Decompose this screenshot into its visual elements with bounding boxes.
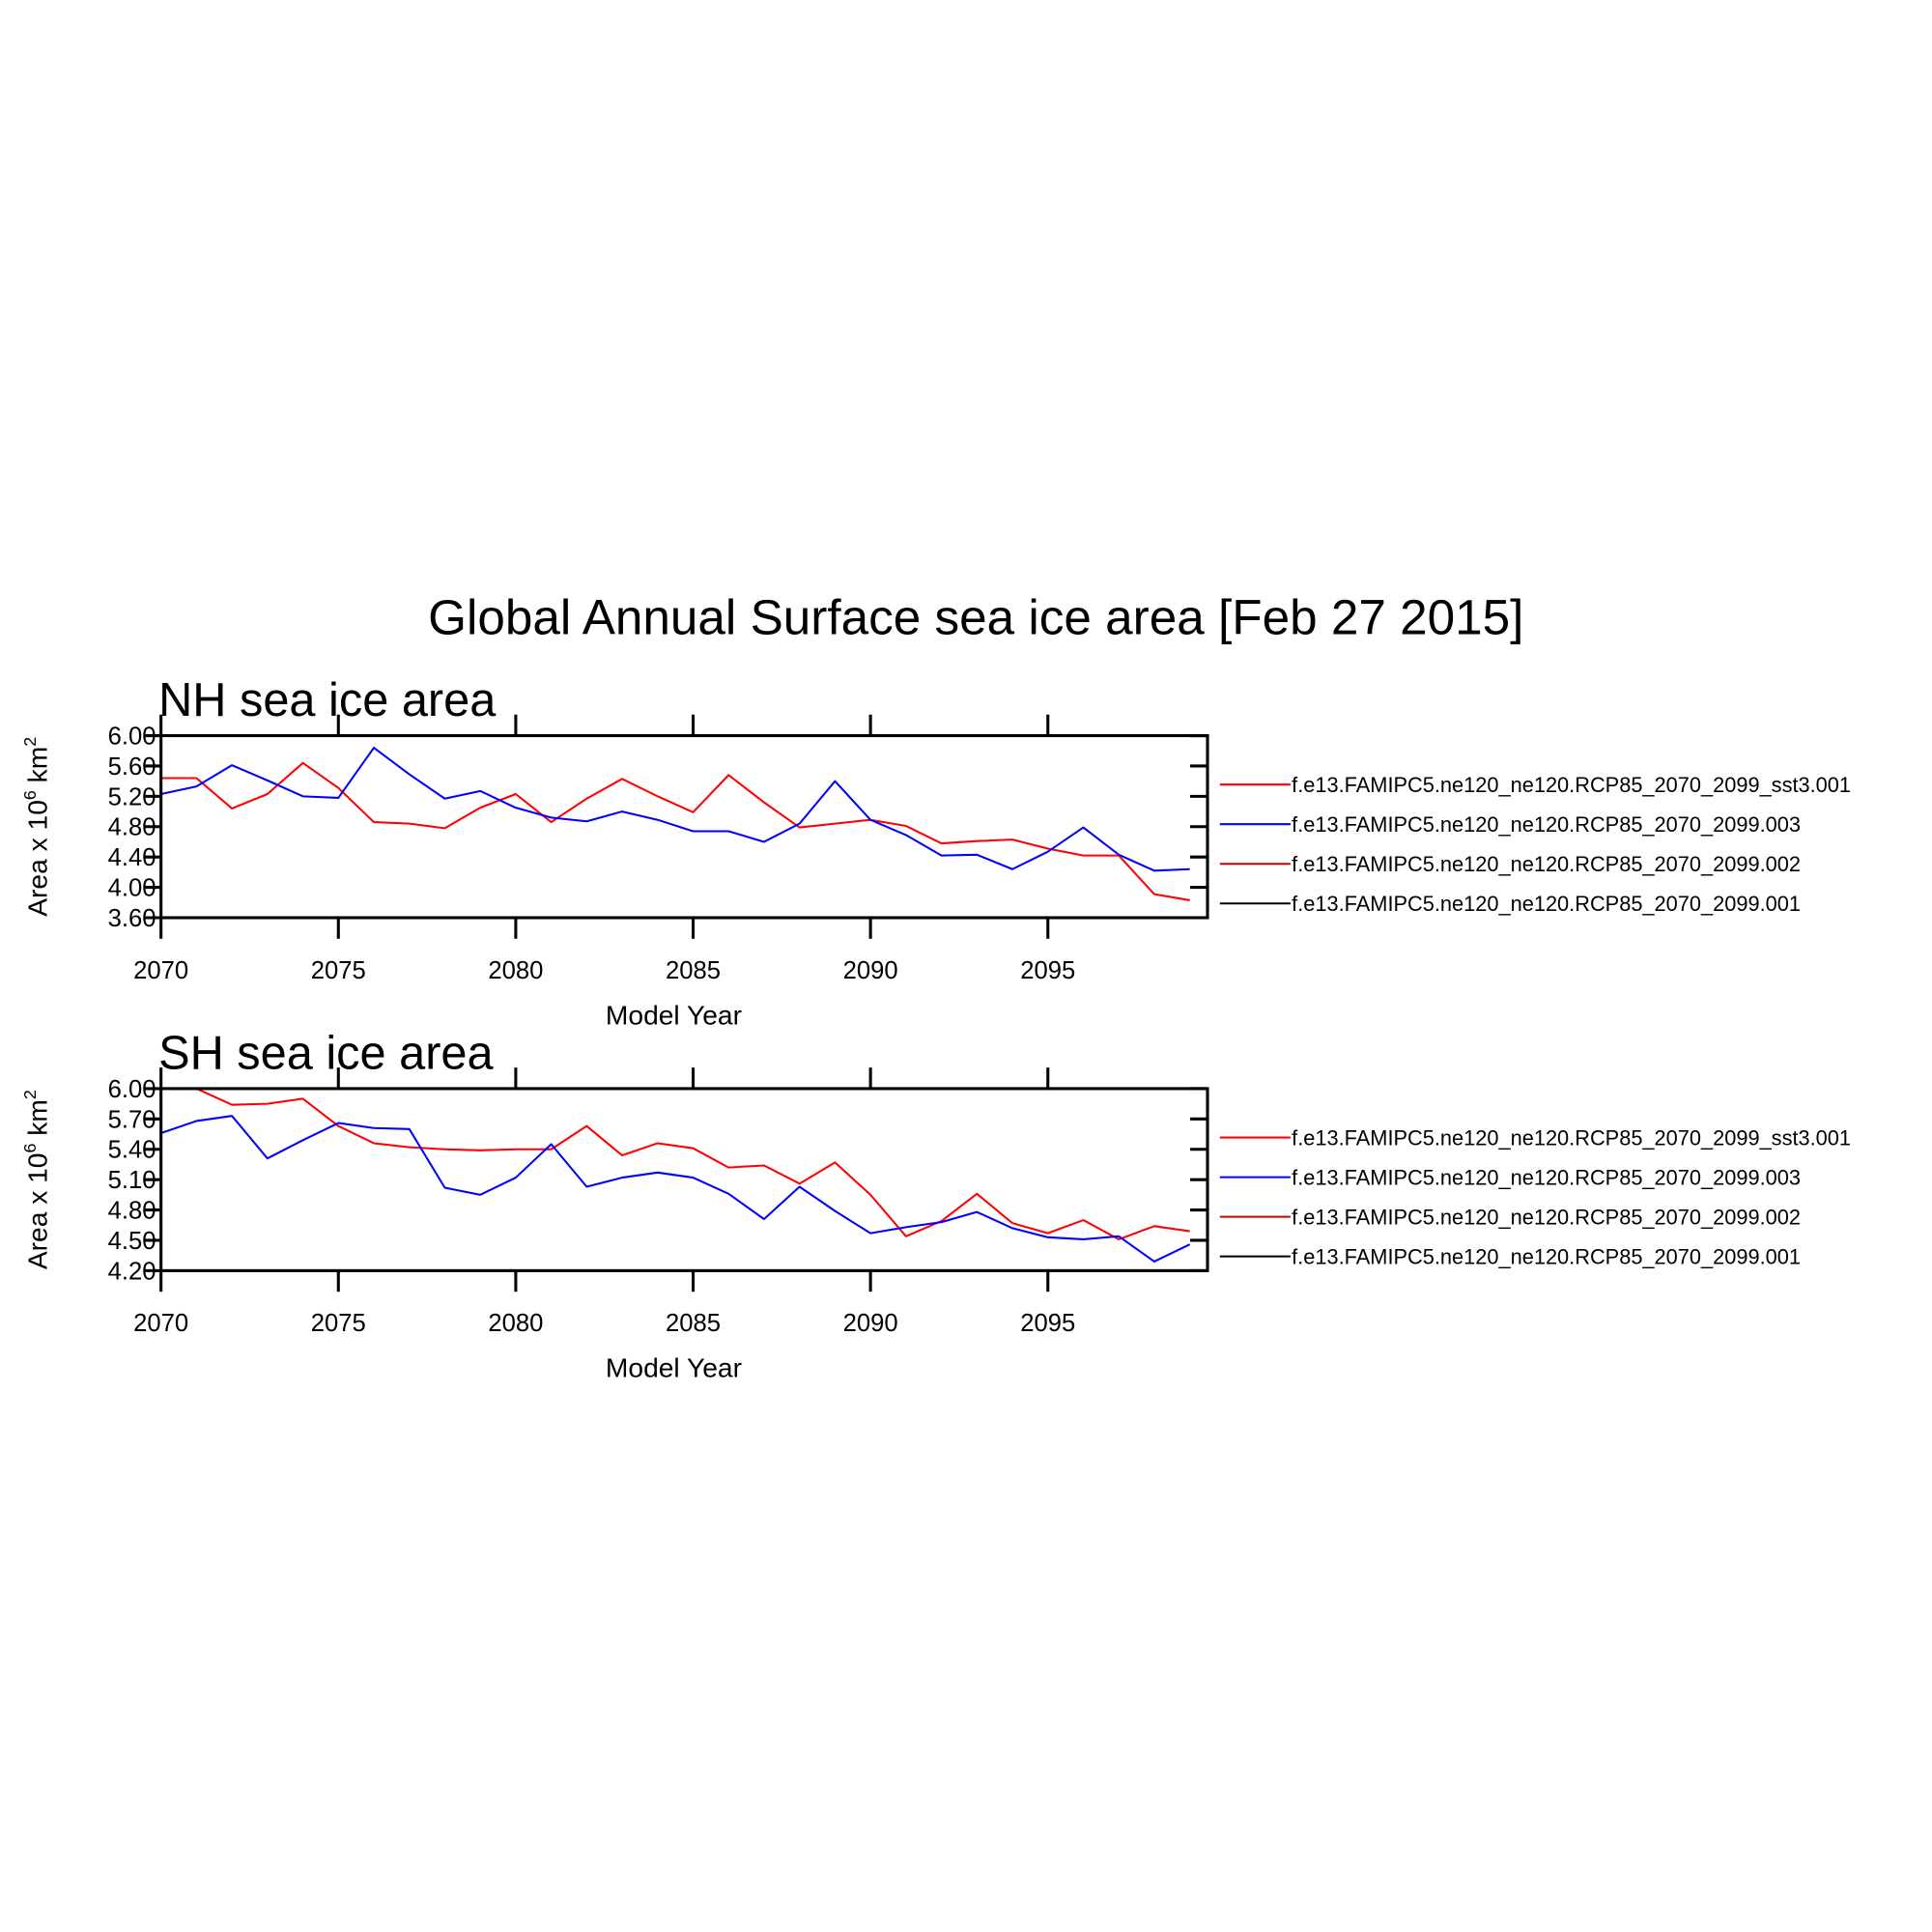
x-tick-label: 2095 [1020,1310,1075,1337]
legend-label: f.e13.FAMIPC5.ne120_ne120.RCP85_2070_209… [1292,773,1851,797]
x-tick-label: 2090 [843,1310,898,1337]
y-axis-label-part: 2 [20,737,40,747]
figure-title: Global Annual Surface sea ice area [Feb … [428,589,1523,644]
y-tick-label: 5.60 [108,753,156,781]
legend-label: f.e13.FAMIPC5.ne120_ne120.RCP85_2070_209… [1292,852,1801,876]
legend-label: f.e13.FAMIPC5.ne120_ne120.RCP85_2070_209… [1292,812,1801,837]
x-tick-label: 2085 [666,957,721,984]
x-tick-label: 2070 [133,957,188,984]
y-axis-label-part: Area x 10 [22,800,53,917]
y-axis-label-part: 6 [20,790,40,800]
x-axis-label: Model Year [606,999,742,1030]
y-tick-label: 6.00 [108,724,156,751]
y-tick-label: 3.60 [108,905,156,932]
x-tick-label: 2075 [311,1310,366,1337]
legend-label: f.e13.FAMIPC5.ne120_ne120.RCP85_2070_209… [1292,1125,1851,1150]
plot-frame [159,1087,1209,1272]
x-tick-label: 2075 [311,957,366,984]
y-tick-label: 4.50 [108,1228,156,1255]
chart-title: SH sea ice area [158,1027,494,1079]
y-tick-label: 4.80 [108,814,156,841]
chart-title: NH sea ice area [158,674,497,726]
y-tick-label: 6.00 [108,1076,156,1103]
y-axis-label: Area x 106 km2 [20,1090,53,1269]
y-tick-label: 4.40 [108,844,156,871]
series-line [160,761,1190,901]
y-tick-label: 4.00 [108,875,156,902]
series-line [160,747,1190,872]
series-line [160,1115,1191,1263]
y-tick-label: 5.40 [108,1137,156,1164]
y-axis-label-part: 2 [20,1090,40,1099]
x-tick-label: 2085 [666,1310,721,1337]
plot-frame [159,734,1209,920]
legend-label: f.e13.FAMIPC5.ne120_ne120.RCP85_2070_209… [1292,1244,1801,1268]
y-tick-label: 5.70 [108,1106,156,1133]
y-axis-label-part: km [22,1099,53,1143]
x-tick-label: 2080 [488,1310,543,1337]
y-axis-label-part: Area x 10 [22,1153,53,1270]
legend-label: f.e13.FAMIPC5.ne120_ne120.RCP85_2070_209… [1292,892,1801,916]
legend-label: f.e13.FAMIPC5.ne120_ne120.RCP85_2070_209… [1292,1205,1801,1229]
y-axis-label-part: 6 [20,1144,40,1153]
x-tick-label: 2070 [133,1310,188,1337]
x-tick-label: 2095 [1020,957,1075,984]
x-tick-label: 2080 [488,957,543,984]
y-axis-label-part: km [22,747,53,790]
series-line [160,1087,1190,1240]
x-tick-label: 2090 [843,957,898,984]
y-axis-label: Area x 106 km2 [20,737,53,917]
y-tick-label: 4.20 [108,1258,156,1285]
y-tick-label: 4.80 [108,1198,156,1225]
x-axis-label: Model Year [606,1352,742,1383]
y-tick-label: 5.20 [108,783,156,810]
legend-label: f.e13.FAMIPC5.ne120_ne120.RCP85_2070_209… [1292,1165,1801,1189]
y-tick-label: 5.10 [108,1167,156,1194]
